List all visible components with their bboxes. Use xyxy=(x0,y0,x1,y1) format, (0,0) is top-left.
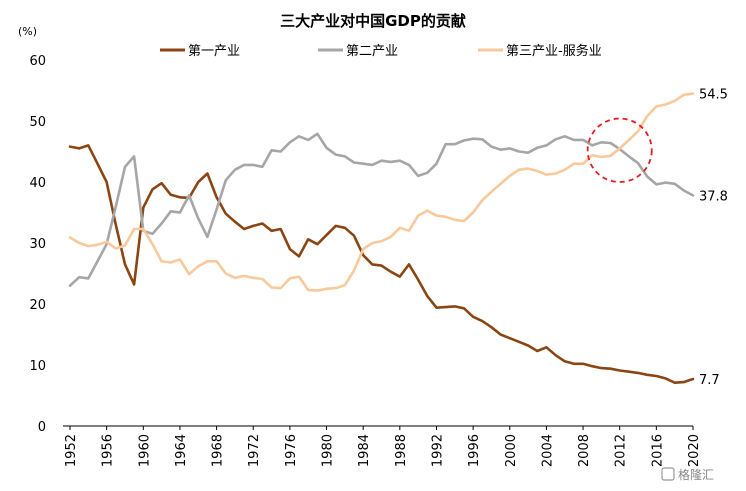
legend-label-secondary: 第二产业 xyxy=(346,44,398,59)
x-tick-label: 1972 xyxy=(247,434,262,467)
x-tick-label: 1968 xyxy=(211,434,226,467)
chart-title: 三大产业对中国GDP的贡献 xyxy=(280,12,466,30)
annotations xyxy=(586,117,653,183)
y-tick-label: 20 xyxy=(29,298,46,313)
x-tick-label: 1956 xyxy=(101,434,116,467)
x-tick-label: 2020 xyxy=(687,434,702,467)
end-label-primary: 7.7 xyxy=(699,373,720,388)
y-unit-label: (%) xyxy=(18,25,37,38)
x-tick-label: 2012 xyxy=(614,434,629,467)
end-label-tertiary: 54.5 xyxy=(699,88,728,103)
legend: 第一产业 第二产业 第三产业-服务业 xyxy=(160,43,602,59)
legend-item-primary: 第一产业 xyxy=(160,44,240,59)
y-tick-label: 60 xyxy=(29,54,46,69)
watermark: 格隆汇 xyxy=(661,467,714,482)
series-line-secondary xyxy=(68,132,695,288)
y-tick-label: 50 xyxy=(29,115,46,130)
x-tick-label: 1976 xyxy=(284,434,299,467)
x-tick-label: 1988 xyxy=(394,434,409,467)
x-tick-label: 2008 xyxy=(577,434,592,467)
end-labels: 7.7 37.8 54.5 xyxy=(699,88,728,388)
x-tick-label: 1992 xyxy=(430,434,445,467)
x-tick-label: 2004 xyxy=(540,434,555,467)
x-tick-label: 2016 xyxy=(650,434,665,467)
y-tick-label: 0 xyxy=(38,420,46,435)
end-label-secondary: 37.8 xyxy=(699,189,728,204)
highlight-circle xyxy=(586,117,653,183)
y-tick-label: 40 xyxy=(29,176,46,191)
watermark-logo-icon xyxy=(661,467,675,481)
x-tick-label: 1996 xyxy=(467,434,482,467)
legend-label-primary: 第一产业 xyxy=(188,44,240,59)
legend-label-tertiary: 第三产业-服务业 xyxy=(506,43,602,59)
x-tick-labels: 1952 1956 1960 1964 1968 1972 1976 1980 1984 1988… xyxy=(64,426,702,467)
y-tick-labels: 0 10 20 30 40 50 60 xyxy=(29,54,46,435)
y-tick-label: 30 xyxy=(29,237,46,252)
series-line-tertiary xyxy=(68,92,695,292)
watermark-text: 格隆汇 xyxy=(678,467,714,482)
x-tick-label: 1964 xyxy=(174,434,189,467)
x-tick-label: 1984 xyxy=(357,434,372,467)
legend-item-secondary: 第二产业 xyxy=(318,44,398,59)
x-tick-label: 1952 xyxy=(64,434,79,467)
x-tick-label: 2000 xyxy=(504,434,519,467)
series-lines xyxy=(68,92,695,385)
series-line-primary xyxy=(68,144,695,385)
x-tick-label: 1980 xyxy=(321,434,336,467)
y-tick-label: 10 xyxy=(29,359,46,374)
legend-item-tertiary: 第三产业-服务业 xyxy=(478,43,602,59)
x-tick-label: 1960 xyxy=(137,434,152,467)
